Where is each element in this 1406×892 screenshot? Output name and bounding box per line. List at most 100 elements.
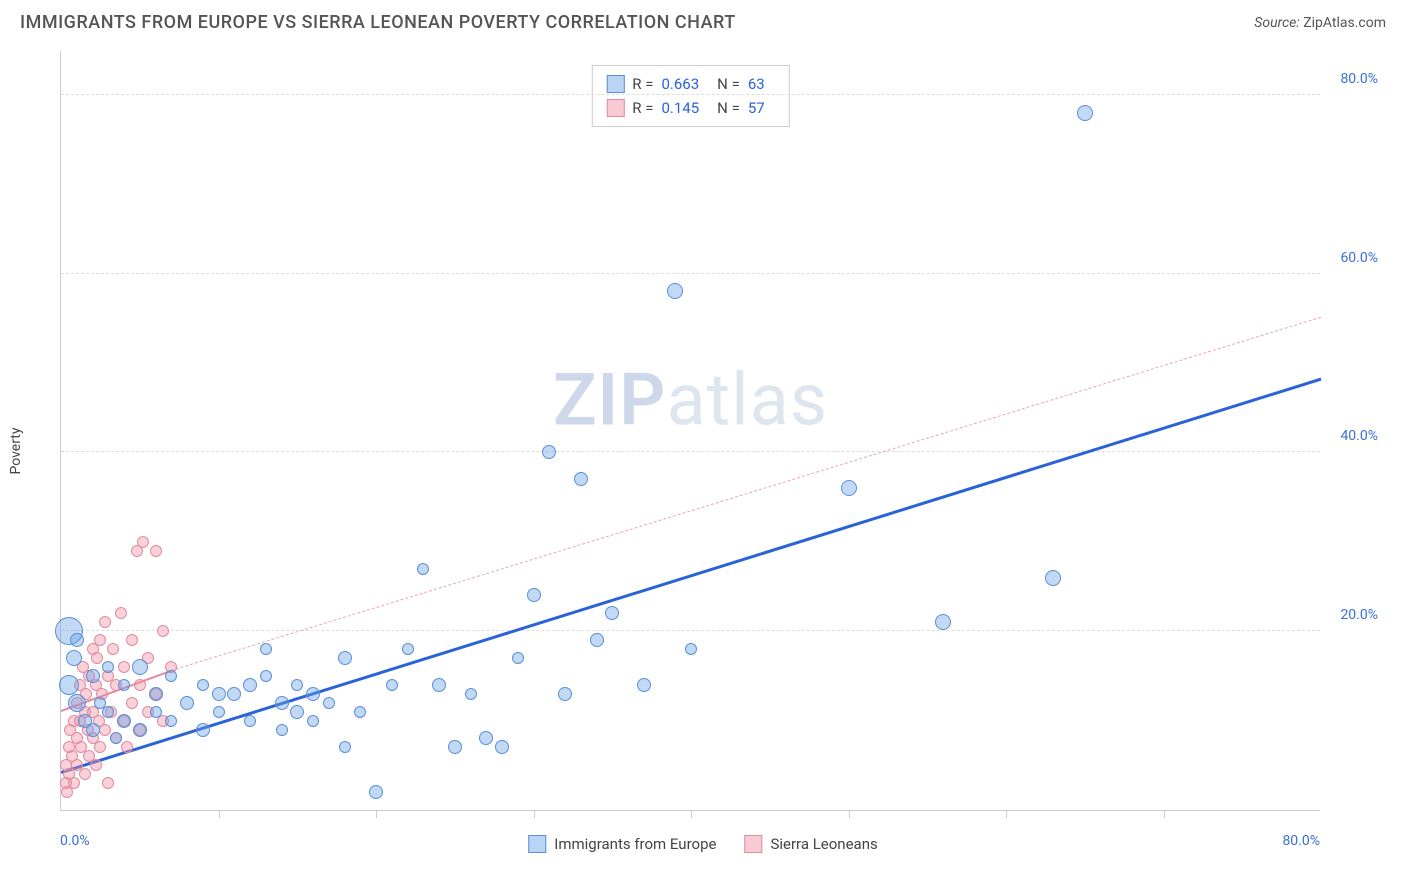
data-point	[1077, 105, 1093, 121]
y-tick-label: 20.0%	[1340, 607, 1378, 623]
data-point	[841, 480, 857, 496]
legend-label-europe: Immigrants from Europe	[554, 835, 716, 853]
x-tick	[1164, 810, 1165, 818]
data-point	[542, 445, 556, 459]
watermark-bold: ZIP	[553, 358, 666, 443]
data-point	[91, 652, 103, 664]
data-point	[90, 759, 102, 771]
data-point	[99, 616, 111, 628]
x-tick	[219, 810, 220, 818]
x-tick	[691, 810, 692, 818]
data-point	[66, 650, 82, 666]
chart-header: IMMIGRANTS FROM EUROPE VS SIERRA LEONEAN…	[0, 0, 1406, 41]
data-point	[137, 536, 149, 548]
swatch-pink-icon	[744, 835, 762, 853]
data-point	[417, 563, 429, 575]
data-point	[79, 768, 91, 780]
data-point	[149, 687, 163, 701]
data-point	[213, 706, 225, 718]
data-point	[99, 724, 111, 736]
data-point	[165, 670, 177, 682]
data-point	[68, 694, 86, 712]
data-point	[667, 283, 683, 299]
data-point	[115, 607, 127, 619]
data-point	[369, 785, 383, 799]
data-point	[165, 715, 177, 727]
data-point	[276, 724, 288, 736]
y-tick-label: 60.0%	[1340, 250, 1378, 266]
data-point	[117, 714, 131, 728]
source-name: ZipAtlas.com	[1303, 15, 1386, 31]
data-point	[260, 670, 272, 682]
r-label: R =	[632, 72, 653, 96]
data-point	[110, 732, 122, 744]
r-value-blue: 0.663	[661, 72, 699, 96]
gridline	[61, 273, 1320, 274]
n-value-blue: 63	[748, 72, 765, 96]
r-label: R =	[632, 96, 653, 120]
data-point	[132, 659, 148, 675]
swatch-blue-icon	[528, 835, 546, 853]
data-point	[527, 588, 541, 602]
data-point	[126, 634, 138, 646]
watermark: ZIPatlas	[553, 358, 828, 443]
data-point	[637, 678, 651, 692]
n-label: N =	[717, 72, 740, 96]
data-point	[59, 675, 79, 695]
data-point	[107, 643, 119, 655]
data-point	[338, 651, 352, 665]
data-point	[1045, 570, 1061, 586]
gridline	[61, 451, 1320, 452]
legend-row-pink: R = 0.145 N = 57	[606, 96, 774, 120]
data-point	[448, 740, 462, 754]
data-point	[118, 679, 130, 691]
data-point	[134, 679, 146, 691]
data-point	[590, 633, 604, 647]
correlation-legend: R = 0.663 N = 63 R = 0.145 N = 57	[591, 65, 789, 127]
data-point	[323, 697, 335, 709]
x-tick	[376, 810, 377, 818]
x-tick	[849, 810, 850, 818]
gridline	[61, 630, 1320, 631]
x-axis-max-label: 80.0%	[1282, 833, 1320, 849]
data-point	[212, 687, 226, 701]
data-point	[102, 777, 114, 789]
data-point	[86, 723, 100, 737]
swatch-pink-icon	[606, 99, 624, 117]
data-point	[290, 705, 304, 719]
x-tick	[1006, 810, 1007, 818]
data-point	[196, 723, 210, 737]
data-point	[121, 741, 133, 753]
swatch-blue-icon	[606, 75, 624, 93]
y-tick-label: 40.0%	[1340, 428, 1378, 444]
y-axis-label: Poverty	[8, 427, 24, 474]
plot-region: ZIPatlas R = 0.663 N = 63 R = 0.145 N = …	[60, 51, 1320, 811]
data-point	[432, 678, 446, 692]
data-point	[558, 687, 572, 701]
data-point	[94, 634, 106, 646]
x-tick	[534, 810, 535, 818]
n-value-pink: 57	[748, 96, 765, 120]
data-point	[70, 633, 84, 647]
n-label: N =	[717, 96, 740, 120]
chart-source: Source: ZipAtlas.com	[1254, 15, 1386, 31]
data-point	[244, 715, 256, 727]
data-point	[180, 696, 194, 710]
data-point	[118, 661, 130, 673]
data-point	[354, 706, 366, 718]
chart-title: IMMIGRANTS FROM EUROPE VS SIERRA LEONEAN…	[20, 12, 736, 33]
data-point	[157, 625, 169, 637]
data-point	[243, 678, 257, 692]
data-point	[133, 723, 147, 737]
chart-area: Poverty ZIPatlas R = 0.663 N = 63 R = 0.…	[20, 41, 1386, 861]
legend-item-sierra: Sierra Leoneans	[744, 835, 877, 853]
data-point	[512, 652, 524, 664]
data-point	[402, 643, 414, 655]
data-point	[685, 643, 697, 655]
data-point	[260, 643, 272, 655]
legend-item-europe: Immigrants from Europe	[528, 835, 716, 853]
legend-row-blue: R = 0.663 N = 63	[606, 72, 774, 96]
data-point	[339, 741, 351, 753]
data-point	[150, 706, 162, 718]
data-point	[94, 741, 106, 753]
